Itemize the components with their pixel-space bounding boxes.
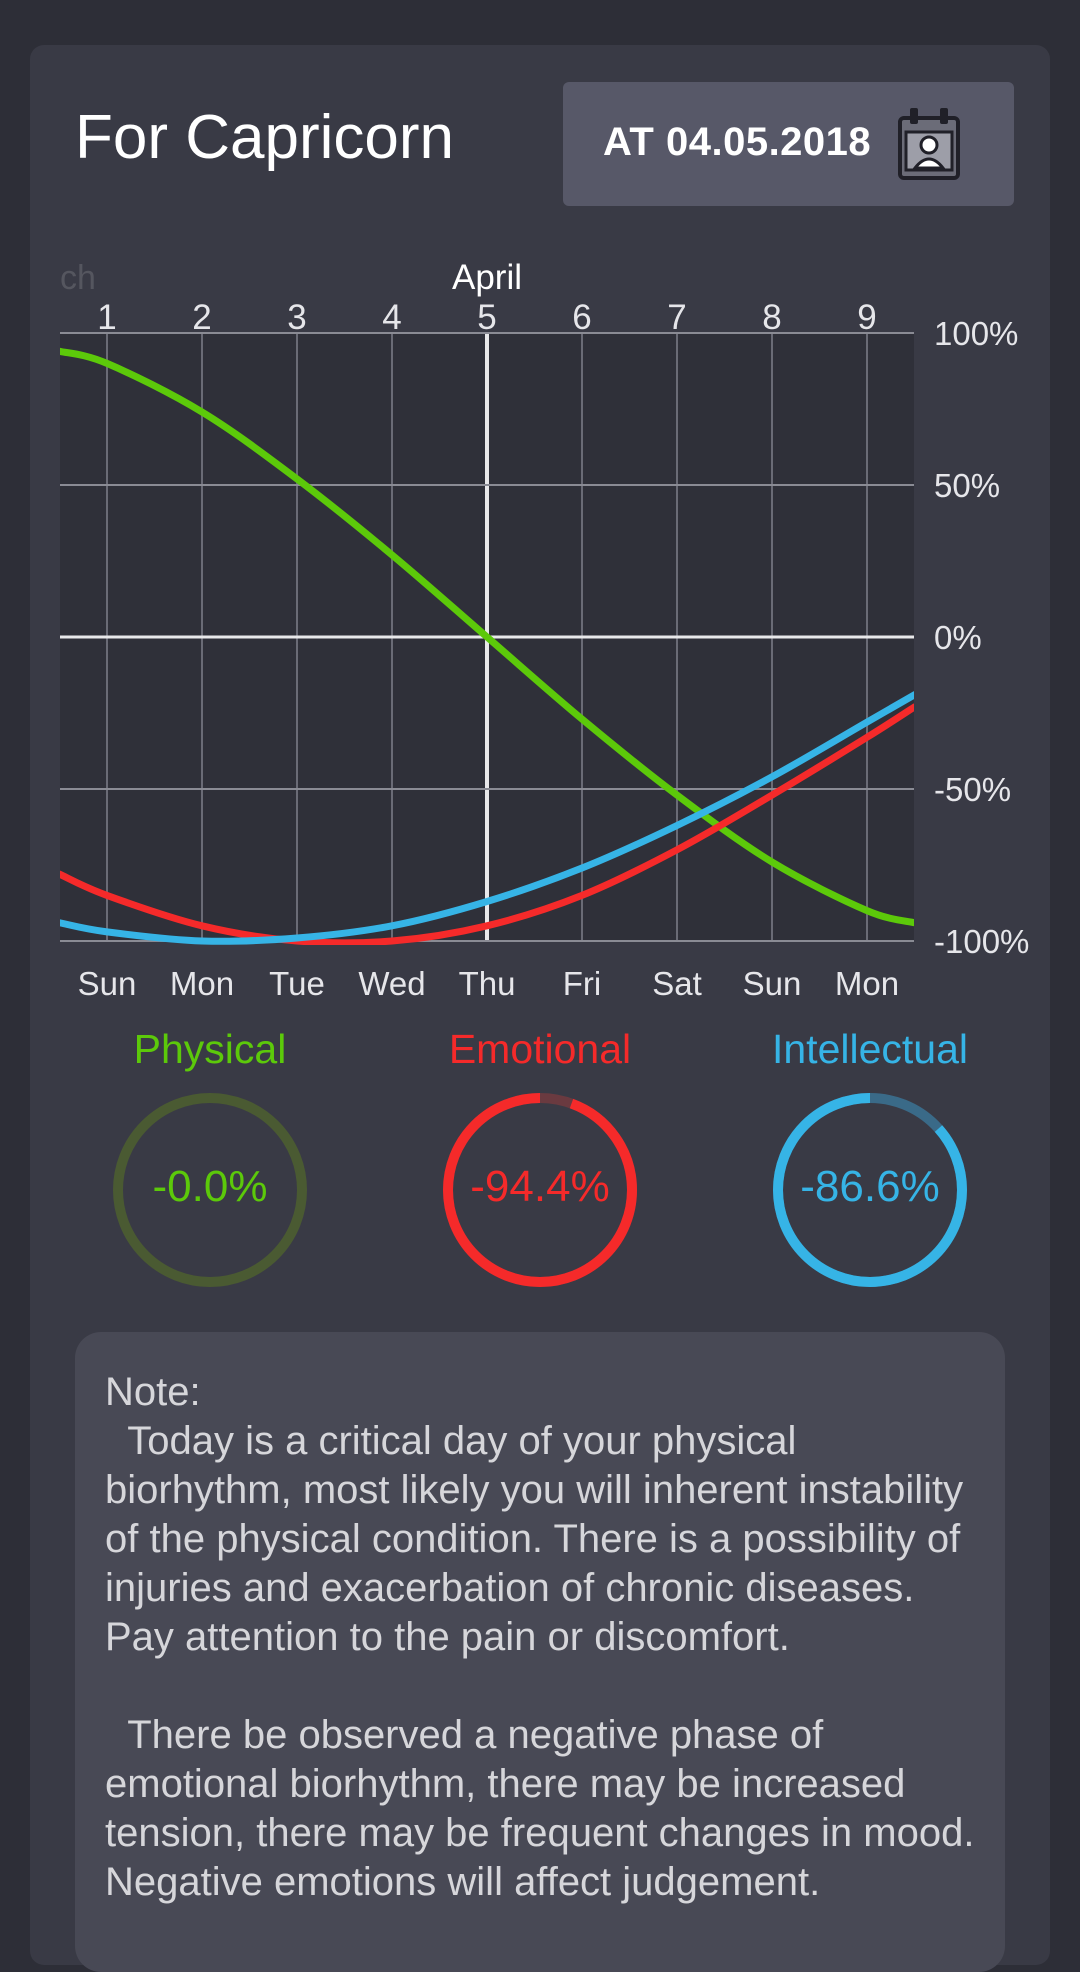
legend-physical: Physical <box>133 1026 287 1072</box>
x-tick-weekday: Mon <box>835 965 899 1002</box>
gauge-fill <box>773 1093 967 1287</box>
y-tick-label: -100% <box>934 923 1029 960</box>
x-tick-weekday: Fri <box>563 965 601 1002</box>
x-tick-day-number: 6 <box>572 298 591 337</box>
x-tick-day-number: 2 <box>192 298 211 337</box>
gauge-value-physical: -0.0% <box>152 1162 268 1211</box>
x-tick-weekday: Sat <box>652 965 702 1002</box>
x-tick-weekday: Tue <box>269 965 325 1002</box>
series-emotional <box>60 703 914 945</box>
gauge-value-emotional: -94.4% <box>470 1162 610 1211</box>
x-tick-day-number: 9 <box>857 298 876 337</box>
date-picker-button[interactable]: AT 04.05.2018 <box>563 82 1014 206</box>
y-tick-label: 0% <box>934 619 982 656</box>
x-tick-day-number: 7 <box>667 298 686 337</box>
series-physical <box>60 347 914 927</box>
x-tick-day-number: 5 <box>477 298 496 337</box>
gauge-value-intellectual: -86.6% <box>800 1162 940 1211</box>
x-tick-weekday: Sun <box>743 965 802 1002</box>
note-text: Note: Today is a critical day of your ph… <box>105 1370 975 1904</box>
x-tick-weekday: Mon <box>170 965 234 1002</box>
gauge-intellectual <box>773 1093 967 1287</box>
x-tick-weekday: Sun <box>78 965 137 1002</box>
y-tick-label: 50% <box>934 467 1000 504</box>
series-intellectual <box>60 691 914 945</box>
x-tick-day-number: 3 <box>287 298 306 337</box>
gauge-fill <box>443 1093 637 1287</box>
x-tick-day-number: 8 <box>762 298 781 337</box>
y-tick-label: 100% <box>934 315 1018 352</box>
x-tick-day-number: 4 <box>382 298 401 337</box>
gauge-physical <box>113 1093 307 1287</box>
page-title: For Capricorn <box>75 103 454 172</box>
legend-emotional: Emotional <box>448 1026 632 1072</box>
date-button-label: AT 04.05.2018 <box>603 120 872 164</box>
month-label-previous: ch <box>60 259 96 297</box>
note-panel: Note: Today is a critical day of your ph… <box>75 1332 1005 1972</box>
gauge-emotional <box>443 1093 637 1287</box>
x-tick-weekday: Thu <box>459 965 516 1002</box>
x-tick-weekday: Wed <box>358 965 425 1002</box>
y-tick-label: -50% <box>934 771 1011 808</box>
legend-intellectual: Intellectual <box>771 1026 968 1072</box>
calendar-person-icon <box>898 108 960 180</box>
gauge-track <box>113 1093 307 1287</box>
month-label: April <box>452 258 522 297</box>
x-tick-day-number: 1 <box>97 298 116 337</box>
biorhythm-chart: ch April 1 2 3 4 5 6 7 8 9 Sun Mon Tue Wed Thu Fri Sat Sun… <box>60 258 1029 1002</box>
